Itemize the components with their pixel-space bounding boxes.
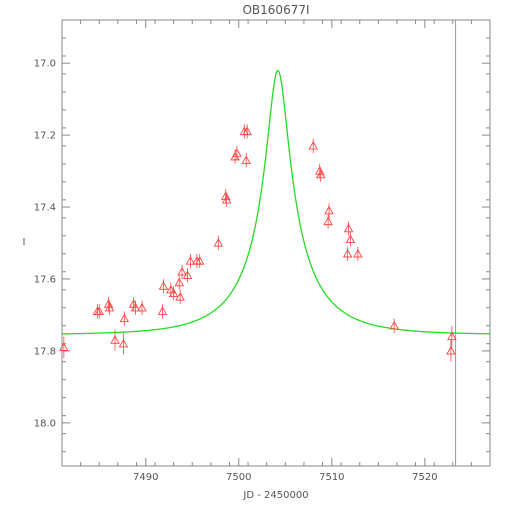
y-axis-label: I	[23, 237, 26, 248]
data-point	[168, 286, 179, 301]
triangle-marker	[157, 306, 168, 315]
triangle-marker	[353, 248, 363, 258]
triangle-marker	[110, 335, 120, 344]
data-point	[324, 203, 334, 218]
data-point	[177, 264, 187, 279]
data-point	[241, 153, 251, 168]
data-point	[158, 278, 169, 294]
triangle-marker	[221, 194, 232, 204]
triangle-marker	[137, 302, 147, 312]
triangle-marker	[185, 256, 196, 265]
triangle-marker	[241, 155, 251, 164]
triangle-marker	[342, 248, 353, 258]
triangle-marker	[447, 331, 457, 341]
triangle-marker	[158, 281, 169, 290]
data-point	[314, 163, 325, 179]
y-tick-label: 17.4	[34, 203, 56, 214]
x-tick-label: 7500	[226, 472, 251, 483]
y-tick-label: 17.2	[34, 131, 56, 142]
x-axis-label: JD - 2450000	[242, 490, 308, 501]
triangle-marker	[315, 169, 326, 179]
triangle-marker	[182, 270, 193, 280]
y-tick-label: 17.6	[34, 274, 56, 285]
data-point	[104, 300, 115, 315]
triangle-marker	[308, 140, 318, 150]
data-point	[213, 235, 224, 251]
data-point	[232, 145, 242, 161]
chart-title: OB160677I	[242, 3, 309, 17]
data-point	[119, 311, 130, 326]
data-point	[308, 138, 318, 154]
data-point	[175, 289, 185, 305]
data-point	[446, 340, 456, 362]
data-point	[220, 189, 231, 204]
triangle-marker	[446, 345, 456, 355]
data-point	[345, 232, 356, 247]
data-point	[157, 304, 168, 319]
data-point	[342, 246, 353, 261]
x-tick-label: 7510	[319, 472, 344, 483]
data-point	[447, 325, 457, 348]
data-point	[194, 253, 205, 269]
x-tick-label: 7520	[412, 472, 437, 483]
triangle-marker	[389, 320, 399, 330]
triangle-marker	[323, 216, 333, 226]
data-point	[128, 296, 139, 312]
triangle-marker	[324, 205, 334, 215]
data-point	[242, 124, 252, 139]
triangle-marker	[175, 292, 185, 301]
plot-frame	[61, 19, 491, 467]
triangle-marker	[343, 223, 354, 233]
triangle-marker	[213, 238, 224, 247]
data-point	[221, 192, 232, 208]
data-point	[130, 300, 141, 315]
data-point	[315, 167, 326, 182]
triangle-marker	[104, 302, 115, 312]
data-point	[343, 221, 354, 236]
x-axis-ticks: 7490 7500 7510 7520	[61, 20, 491, 483]
triangle-marker	[232, 148, 242, 157]
data-point	[118, 332, 129, 355]
data-point	[137, 300, 147, 315]
x-tick-label: 7490	[133, 472, 158, 483]
data-point	[103, 296, 114, 312]
triangle-marker	[194, 256, 205, 265]
data-point	[353, 246, 363, 261]
triangle-marker	[94, 306, 104, 315]
triangle-marker	[103, 299, 114, 308]
triangle-marker	[314, 166, 325, 175]
data-point	[389, 318, 399, 333]
y-axis-ticks: 17.0 17.2 17.4 17.6 17.8 18.0	[34, 19, 490, 453]
triangle-marker	[242, 126, 252, 136]
triangle-marker	[59, 342, 69, 351]
triangle-marker	[174, 277, 184, 287]
triangle-marker	[118, 338, 129, 348]
y-tick-label: 17.8	[34, 346, 56, 357]
data-point	[185, 253, 196, 269]
model-fit-curve	[61, 69, 491, 335]
data-points	[59, 124, 457, 362]
triangle-marker	[220, 191, 231, 200]
data-point	[59, 336, 69, 359]
triangle-marker	[119, 313, 130, 323]
triangle-marker	[177, 266, 187, 276]
triangle-marker	[166, 284, 176, 294]
y-tick-label: 18.0	[34, 418, 56, 429]
data-point	[94, 304, 104, 319]
data-point	[174, 275, 184, 290]
triangle-marker	[168, 288, 179, 298]
triangle-marker	[345, 234, 356, 244]
data-point	[110, 329, 120, 351]
data-point	[323, 214, 333, 229]
y-tick-label: 17.0	[34, 59, 56, 70]
data-point	[182, 268, 193, 283]
triangle-marker	[130, 302, 141, 312]
